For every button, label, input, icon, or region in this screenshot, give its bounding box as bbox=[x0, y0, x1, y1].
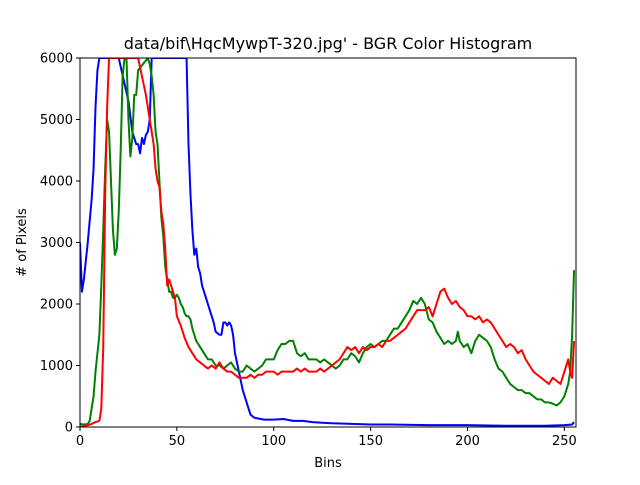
y-tick-label: 6000 bbox=[40, 52, 73, 67]
x-tick-label: 150 bbox=[358, 434, 383, 449]
x-tick-label: 0 bbox=[76, 434, 84, 449]
y-tick-label: 4000 bbox=[40, 175, 73, 190]
x-tick-label: 100 bbox=[261, 434, 286, 449]
y-tick-label: 2000 bbox=[40, 298, 73, 313]
series-layer bbox=[80, 58, 576, 427]
series-line-0 bbox=[80, 58, 575, 427]
x-axis: 0 50 100 150 200 250 bbox=[76, 427, 577, 449]
y-axis: 0 1000 2000 3000 4000 5000 6000 bbox=[40, 52, 80, 436]
y-tick-label: 5000 bbox=[40, 113, 73, 128]
series-line-1 bbox=[80, 58, 576, 426]
series-line-2 bbox=[80, 58, 576, 427]
x-tick-label: 200 bbox=[455, 434, 480, 449]
y-tick-label: 3000 bbox=[40, 236, 73, 251]
x-tick-label: 250 bbox=[552, 434, 577, 449]
x-tick-label: 50 bbox=[169, 434, 186, 449]
x-axis-label: Bins bbox=[314, 456, 342, 471]
y-axis-label: # of Pixels bbox=[15, 208, 30, 277]
chart-title: data/bif\HqcMywpT-320.jpg' - BGR Color H… bbox=[124, 34, 533, 53]
y-tick-label: 1000 bbox=[40, 359, 73, 374]
y-tick-label: 0 bbox=[65, 421, 73, 436]
